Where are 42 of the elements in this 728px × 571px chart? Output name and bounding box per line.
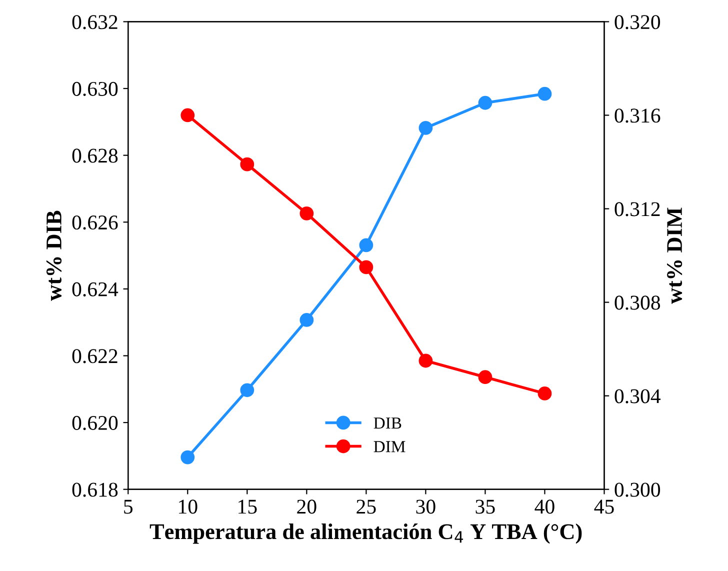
y-tick-label: 0.626 [72, 215, 118, 230]
point [240, 157, 254, 172]
y2-tick-label: 0.300 [614, 482, 660, 497]
point [478, 370, 492, 384]
y-tick-label: 0.628 [72, 148, 118, 163]
y-tick-label: 0.618 [72, 482, 118, 497]
x-tick-label: 20 [297, 500, 316, 514]
y-tick-label: 0.624 [72, 282, 118, 296]
legend-label: DIB [374, 418, 402, 429]
y-tick-label: 0.620 [72, 416, 118, 430]
x-tick-label: 15 [238, 500, 257, 514]
point [180, 108, 195, 122]
point [478, 96, 492, 110]
y-tick-label: 0.632 [72, 15, 118, 30]
x-tick-label: 25 [356, 500, 376, 514]
x-tick-label: 30 [416, 500, 436, 514]
point [418, 354, 433, 368]
point [538, 86, 552, 101]
point [300, 313, 314, 327]
point [300, 206, 314, 220]
x-tick-label: 5 [124, 500, 133, 514]
y2-tick-label: 0.312 [614, 202, 660, 216]
y-axis-title: wt% DIB [46, 210, 62, 301]
y2-tick-label: 0.320 [614, 15, 660, 30]
point [240, 383, 254, 398]
x-tick-label: 10 [179, 500, 198, 514]
x-tick-label: 35 [476, 500, 495, 514]
legend-label: DIM [374, 441, 406, 452]
x-axis-title: Temperatura de alimentación C$_{4}$ Y TBA (°C) [150, 524, 582, 544]
x-tick-label: 40 [534, 500, 554, 514]
point [538, 386, 552, 400]
point [359, 238, 374, 252]
point [180, 450, 195, 464]
y-tick-label: 0.630 [72, 82, 118, 96]
x-tick-label: 45 [594, 500, 614, 514]
y2-tick-label: 0.308 [614, 296, 660, 310]
point [418, 120, 433, 135]
y2-axis-title: wt% DIM [667, 208, 682, 304]
y2-tick-label: 0.304 [614, 389, 661, 404]
point [359, 260, 374, 274]
y2-tick-label: 0.316 [614, 108, 660, 123]
y-tick-label: 0.622 [72, 349, 118, 364]
